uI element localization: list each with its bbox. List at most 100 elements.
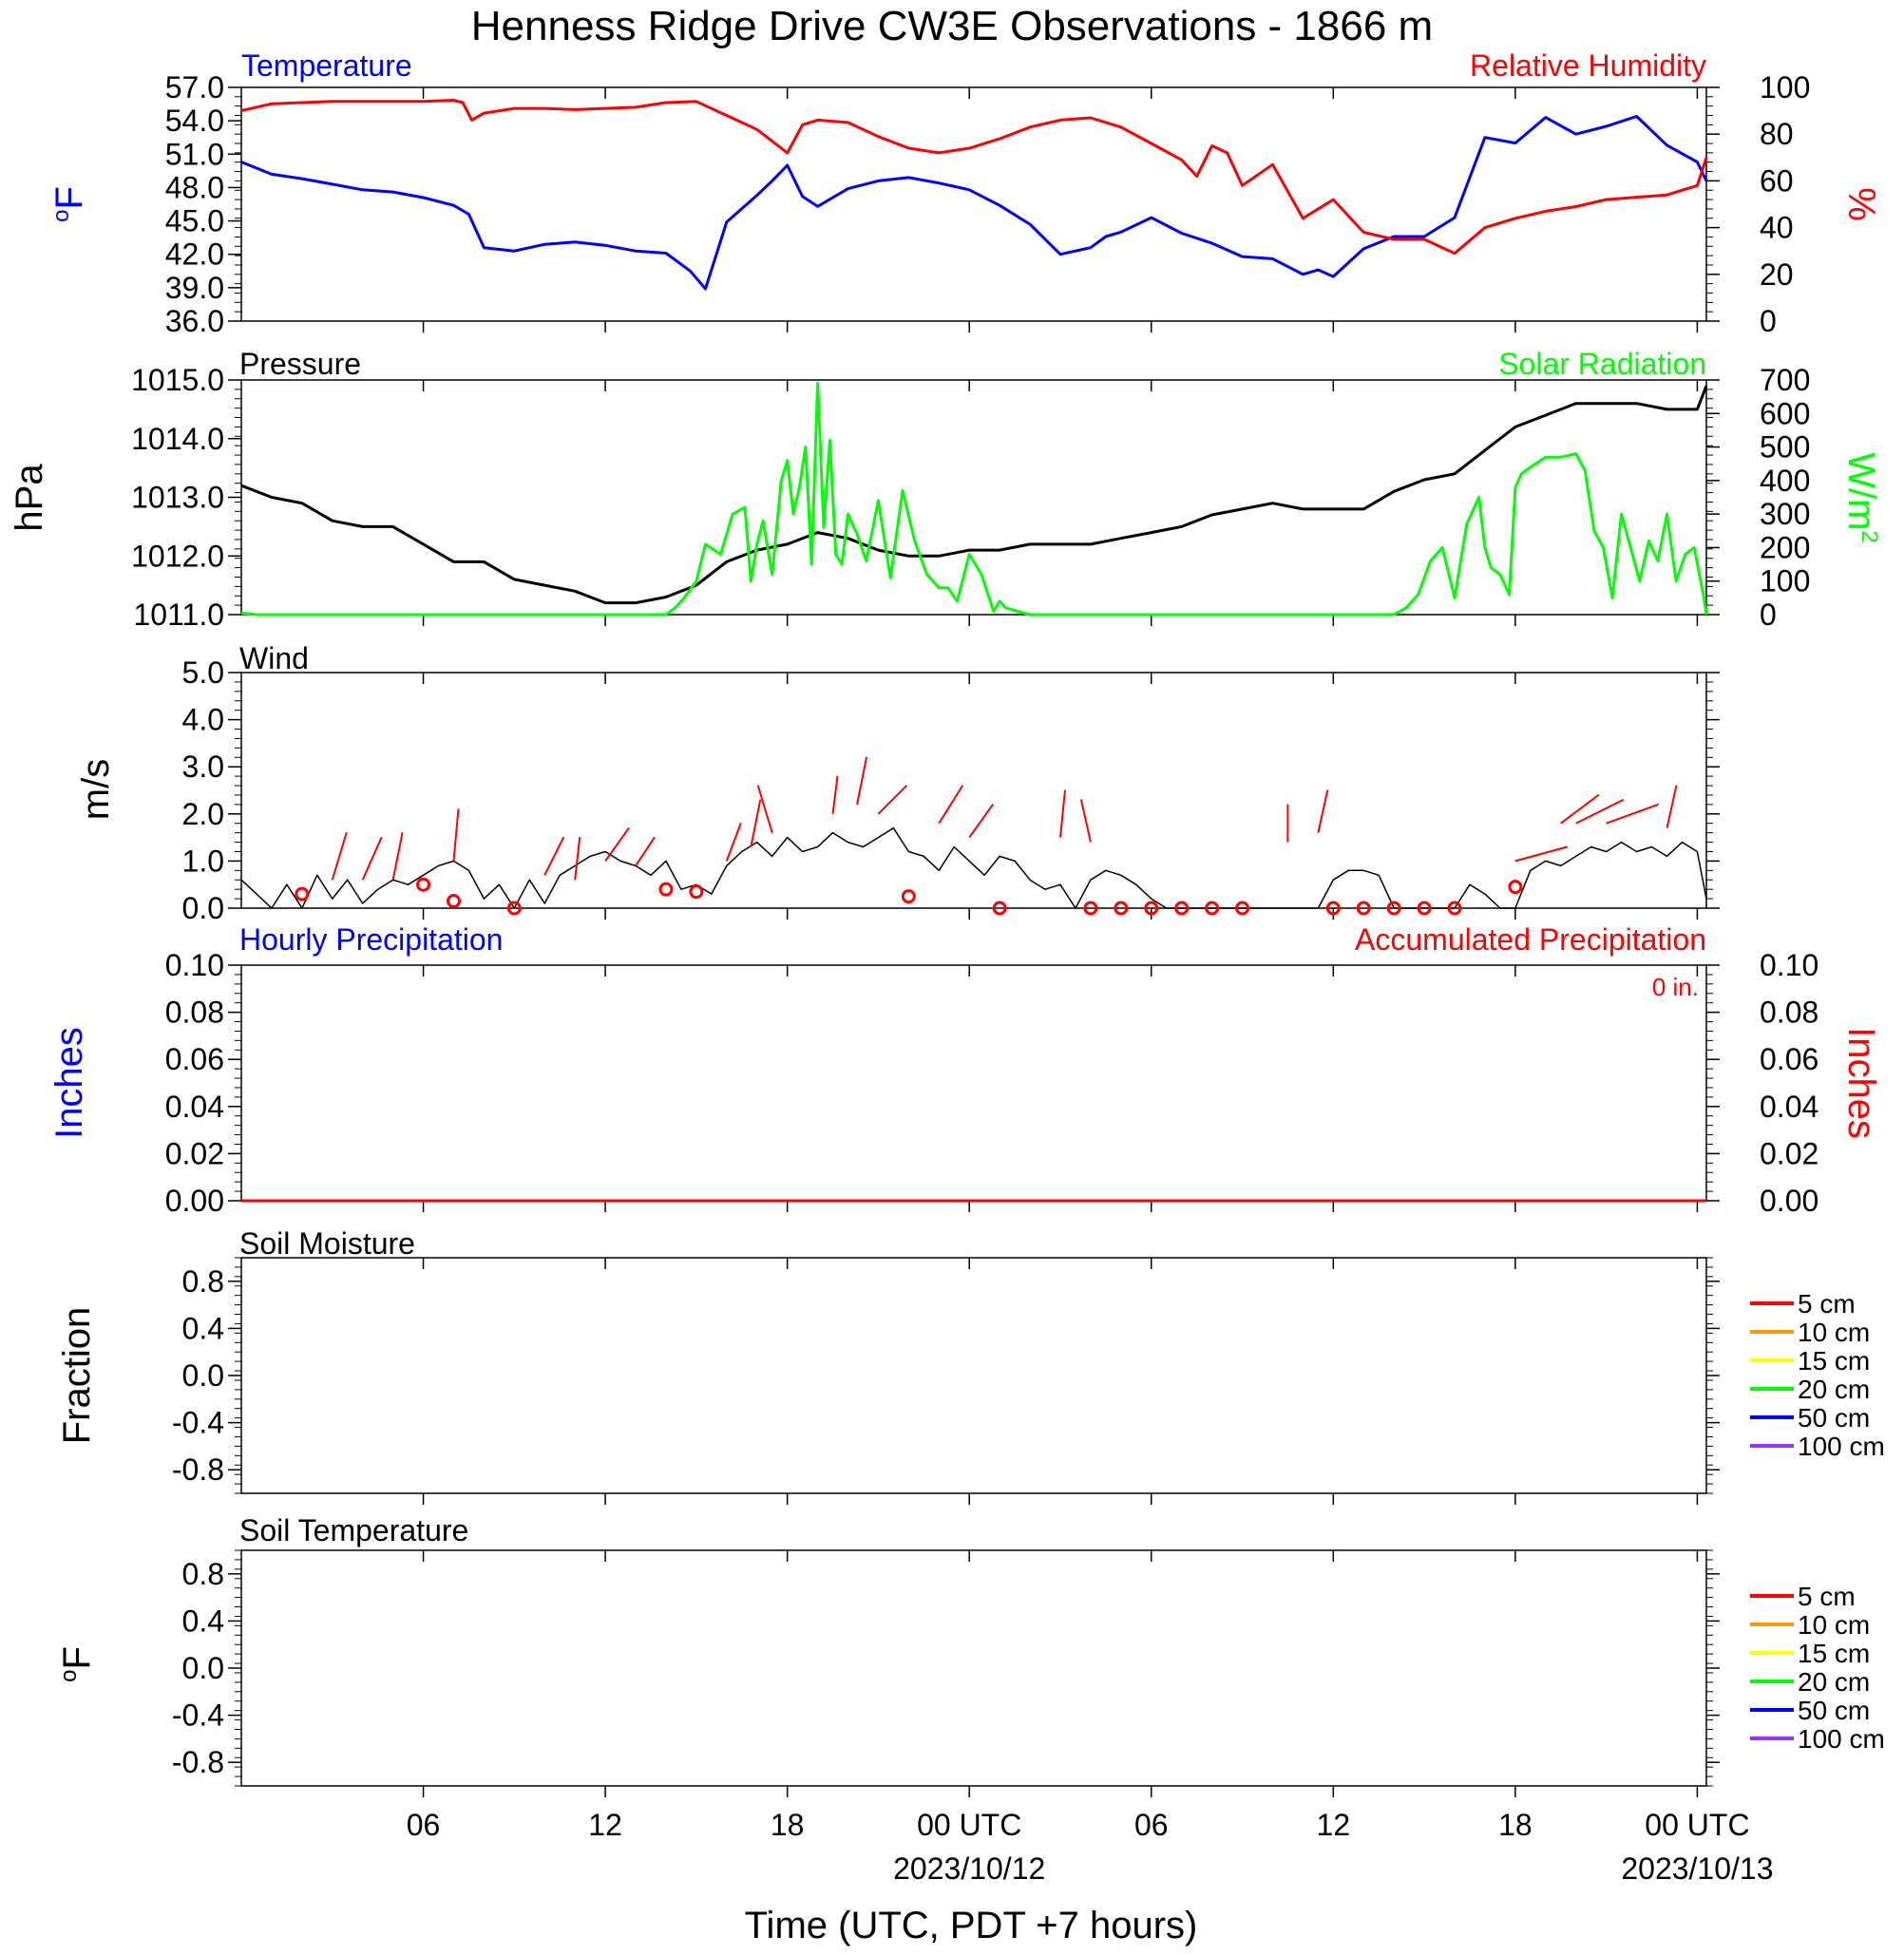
calm-wind-marker	[416, 877, 431, 892]
panel-precipitation: Hourly Precipitation Accumulated Precipi…	[48, 922, 1882, 1139]
x-date-label: 2023/10/13	[1621, 1851, 1773, 1886]
wind-barb	[750, 799, 762, 847]
calm-wind-marker	[1447, 901, 1462, 916]
y-tick-label: 0.06	[165, 1042, 224, 1076]
legend-label: 15 cm	[1798, 1639, 1870, 1668]
calm-wind-marker	[446, 894, 461, 909]
y-tick-label: 57.0	[165, 70, 224, 104]
plot-frame	[240, 672, 1707, 909]
y2-tick-label: 20	[1760, 257, 1794, 292]
y2-tick-label: 600	[1760, 396, 1810, 430]
x-tick-label: 06	[407, 1808, 441, 1842]
calm-wind-marker	[295, 886, 310, 902]
calm-wind-marker	[901, 889, 916, 904]
plot-frame	[240, 964, 1707, 1202]
y-tick-label: 0.4	[182, 1311, 224, 1345]
unit-f: F	[56, 1646, 98, 1669]
soil-moisture-title: Soil Moisture	[239, 1226, 415, 1261]
wind-barb	[543, 836, 565, 876]
legend-label: 15 cm	[1798, 1346, 1870, 1376]
wind-barb	[361, 836, 383, 881]
calm-wind-marker	[658, 882, 674, 897]
y-tick-label: 48.0	[165, 170, 224, 204]
solar-title: Solar Radiation	[1498, 347, 1706, 381]
y2-tick-label: 0.04	[1760, 1090, 1818, 1124]
wind-barb	[725, 823, 742, 862]
wind-barb	[1514, 845, 1569, 863]
x-tick-label: 18	[1498, 1808, 1533, 1842]
y-tick-label: -0.4	[172, 1699, 224, 1733]
y2-tick-label: 0	[1760, 598, 1777, 632]
calm-wind-marker	[1174, 901, 1190, 916]
y-tick-label: -0.8	[172, 1452, 224, 1487]
calm-wind-marker	[1417, 901, 1432, 916]
legend-label: 100 cm	[1798, 1432, 1885, 1461]
x-tick-label: 06	[1134, 1808, 1169, 1842]
wind-barb	[756, 785, 773, 833]
panel-soil-temperature: Soil Temperature oF	[56, 1513, 468, 1682]
y-tick-label: 45.0	[165, 204, 224, 238]
calm-wind-marker	[1205, 901, 1220, 916]
degree-o: o	[48, 210, 74, 222]
wind-barb	[877, 785, 908, 815]
panel-pressure-solar: Pressure Solar Radiation hPa W/m2	[9, 347, 1882, 543]
y2-tick-label: 400	[1760, 464, 1810, 498]
y-tick-label: 0.08	[165, 996, 224, 1030]
y-tick-label: 0.0	[182, 891, 224, 925]
calm-wind-marker	[506, 901, 522, 916]
calm-wind-marker	[992, 901, 1007, 916]
y-tick-label: -0.4	[172, 1406, 224, 1440]
plot-frame	[240, 1257, 1707, 1494]
y-tick-label: 0.10	[165, 948, 224, 982]
accum-precip-title: Accumulated Precipitation	[1355, 922, 1706, 957]
plot-frame	[240, 1549, 1707, 1787]
humidity-axis-label: %	[1840, 187, 1882, 221]
wind-barb	[968, 804, 995, 839]
y-tick-label: 54.0	[165, 104, 224, 138]
y-tick-label: 0.00	[165, 1184, 224, 1218]
panel-soil-moisture: Soil Moisture Fraction	[56, 1226, 415, 1444]
wind-barb	[831, 775, 839, 814]
wind-barb	[331, 831, 348, 881]
x-date-label: 2023/10/12	[893, 1851, 1045, 1886]
series-pressure_solar-left	[240, 385, 1708, 605]
y-tick-label: 0.4	[182, 1604, 224, 1638]
y-tick-label: 5.0	[182, 655, 224, 690]
y2-tick-label: 40	[1760, 211, 1794, 245]
accum-precip-total: 0 in.	[1652, 973, 1699, 1001]
humidity-title: Relative Humidity	[1470, 48, 1706, 83]
chart-wind: 0.0 1.0 2.0 3.0 4.0 5.0	[182, 655, 1720, 925]
soil-temperature-axis-label: oF	[56, 1646, 98, 1682]
accum-precip-axis-label: Inches	[1840, 1027, 1882, 1139]
y-tick-label: 1011.0	[134, 598, 225, 632]
legend-label: 20 cm	[1798, 1667, 1870, 1697]
y2-tick-label: 500	[1760, 430, 1810, 465]
wind-barb	[856, 756, 868, 806]
soil-moisture-axis-label: Fraction	[56, 1307, 98, 1445]
x-tick-label: 00 UTC	[917, 1808, 1021, 1842]
hourly-precip-title: Hourly Precipitation	[239, 922, 503, 957]
calm-wind-marker	[1508, 880, 1523, 895]
wind-barb	[452, 808, 460, 862]
y-tick-label: 42.0	[165, 237, 224, 272]
y-tick-label: -0.8	[172, 1745, 224, 1779]
y-tick-label: 4.0	[182, 703, 224, 737]
y-tick-label: 1014.0	[131, 422, 224, 456]
legend-label: 20 cm	[1798, 1375, 1870, 1404]
x-axis-label: Time (UTC, PDT +7 hours)	[745, 1905, 1198, 1946]
wind-barb	[1560, 793, 1600, 825]
chart-precip: 0.00 0.02 0.04 0.06 0.08 0.10 0.00 0.02 0.04 0.06…	[165, 948, 1819, 1218]
chart-pressure_solar: 1011.0 1012.0 1013.0 1014.0 1015.0 0100200300…	[131, 363, 1810, 632]
y2-tick-label: 0	[1760, 304, 1777, 338]
y2-tick-label: 0.02	[1760, 1136, 1818, 1170]
calm-wind-marker	[1386, 901, 1401, 916]
wind-barb	[1079, 799, 1092, 843]
y-tick-label: 0.8	[182, 1557, 224, 1591]
calm-wind-marker	[1144, 901, 1159, 916]
legend-label: 100 cm	[1798, 1724, 1885, 1754]
y-tick-label: 0.0	[182, 1651, 224, 1685]
wind-barb	[938, 785, 964, 825]
series-pressure_solar-right	[240, 382, 1708, 617]
